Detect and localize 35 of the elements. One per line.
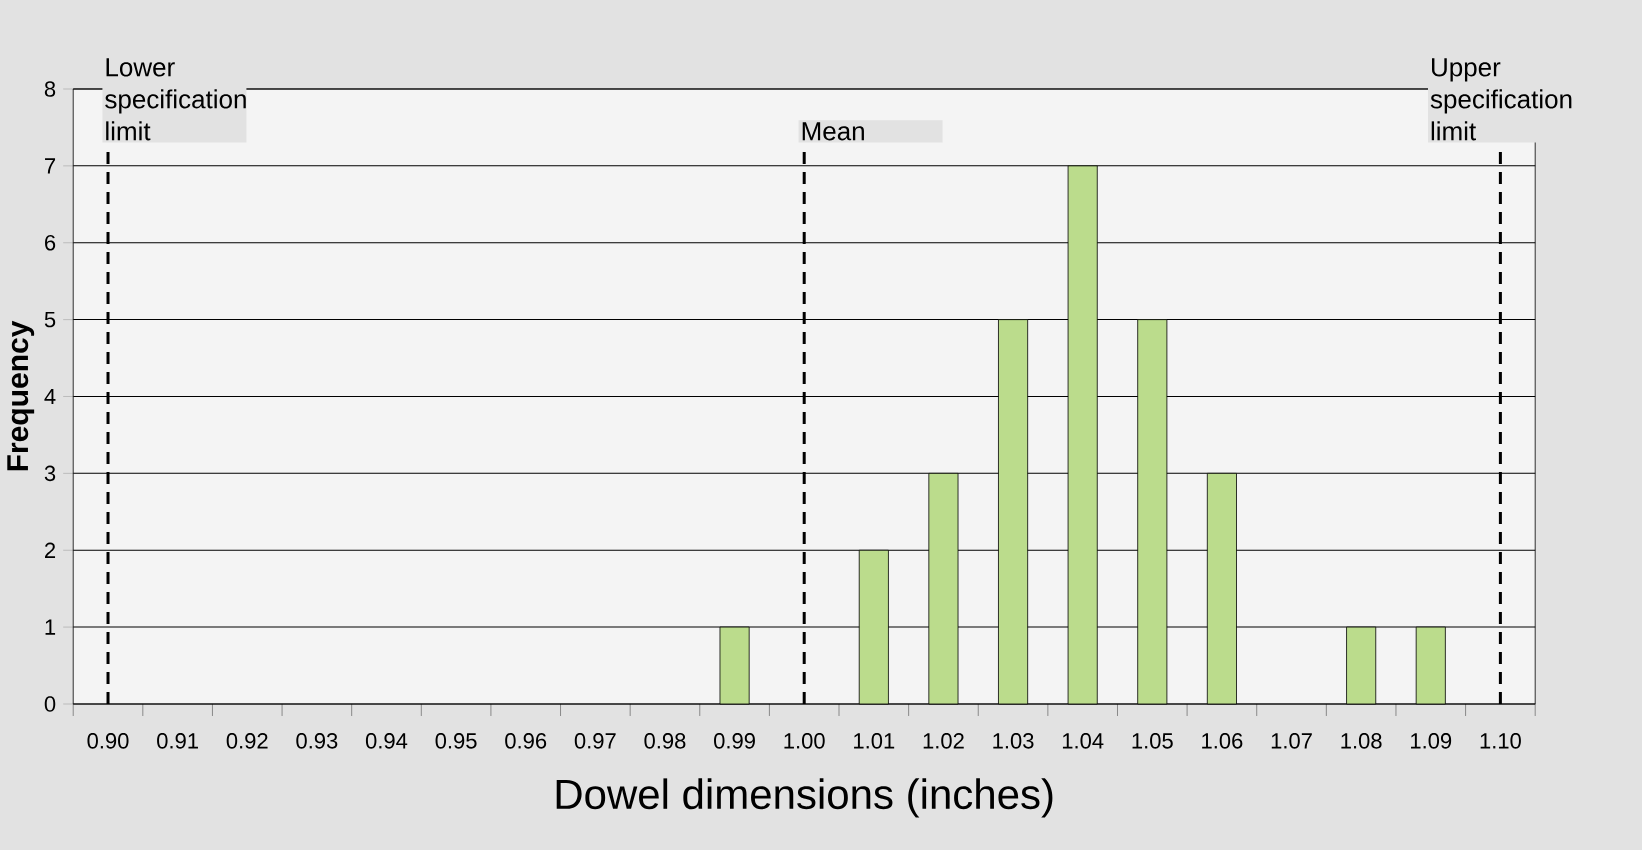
- y-tick-label: 7: [45, 158, 56, 174]
- x-tick-label: 0.96: [505, 733, 547, 749]
- x-tick-label: 0.97: [574, 733, 616, 749]
- y-tick-label: 6: [45, 234, 56, 251]
- x-tick-label: 1.07: [1271, 733, 1312, 749]
- y-tick-label: 3: [44, 465, 56, 482]
- y-tick-label: 2: [45, 542, 56, 558]
- y-tick-label: 4: [44, 388, 56, 405]
- y-tick-label: 1: [45, 619, 56, 635]
- x-tick-label: 0.99: [714, 733, 755, 749]
- x-tick-label: 1.00: [784, 733, 825, 749]
- x-tick-label: 0.90: [87, 733, 129, 749]
- x-tick-label: 0.94: [365, 733, 408, 749]
- x-tick-label: 1.02: [923, 733, 964, 749]
- y-axis-title: Frequency: [7, 320, 35, 471]
- x-tick-label: 0.93: [296, 733, 338, 749]
- x-tick-label: 0.95: [435, 733, 477, 749]
- x-tick-label: 1.10: [1480, 733, 1521, 749]
- x-tick-label: 0.92: [226, 733, 268, 749]
- ref-line-label: Lower specification limit: [105, 58, 246, 141]
- ref-line-label: Upper specification limit: [1430, 58, 1572, 141]
- x-tick-label: 1.04: [1062, 733, 1104, 749]
- x-tick-label: 1.01: [854, 733, 895, 749]
- x-axis-title: Dowel dimensions (inches): [556, 778, 1053, 818]
- y-tick-label: 5: [44, 311, 56, 328]
- y-tick-label: 0: [44, 696, 56, 712]
- x-tick-label: 0.91: [157, 733, 198, 749]
- x-tick-label: 1.03: [993, 733, 1034, 749]
- y-tick-label: 8: [44, 81, 56, 97]
- x-tick-label: 0.98: [644, 733, 686, 749]
- x-tick-label: 1.06: [1202, 733, 1243, 749]
- x-tick-label: 1.08: [1341, 733, 1382, 749]
- x-tick-label: 1.05: [1132, 733, 1173, 749]
- x-tick-label: 1.09: [1411, 733, 1452, 749]
- ref-line-label: Mean: [802, 122, 864, 141]
